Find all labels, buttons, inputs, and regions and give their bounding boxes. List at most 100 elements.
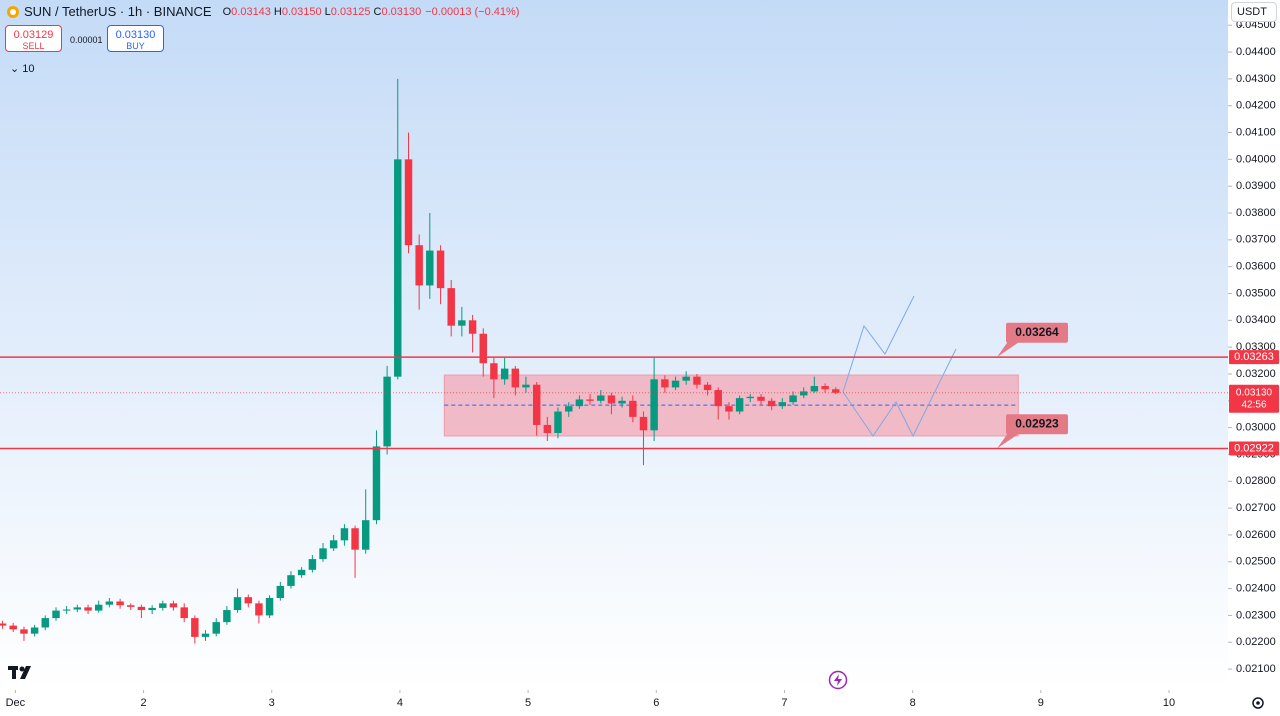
y-tick-label: 0.04300 — [1236, 73, 1276, 85]
candle-body — [233, 597, 242, 611]
indicator-toggle[interactable]: ⌄ 10 — [10, 62, 35, 75]
candle-body — [137, 606, 146, 611]
icon-bolt[interactable] — [834, 674, 842, 686]
candle-body — [265, 597, 274, 616]
candle-body — [671, 380, 680, 388]
candle-body — [436, 250, 445, 289]
time-axis-background — [0, 690, 1228, 716]
candle-body — [682, 376, 690, 381]
candle-body — [639, 416, 648, 431]
candle-body — [383, 376, 391, 447]
indicator-count[interactable]: 10 — [22, 63, 35, 75]
gear[interactable] — [1252, 697, 1264, 709]
candle-body — [9, 625, 17, 630]
candle-body — [372, 446, 381, 521]
candle-body — [361, 520, 370, 550]
ohlc-value: 0.03143 — [231, 5, 271, 18]
ohlc-key: O — [222, 5, 232, 18]
callout-box — [1006, 322, 1068, 343]
candle-body — [20, 629, 28, 634]
candle-body — [703, 384, 712, 391]
projection-range — [842, 348, 957, 438]
currency[interactable]: USDT — [1237, 6, 1267, 18]
candle-body — [276, 585, 285, 598]
logo-inner — [10, 8, 16, 15]
candle-body — [244, 597, 253, 604]
candle-body — [543, 424, 552, 433]
last-price-box — [1229, 384, 1279, 413]
y-tick-label: 0.03400 — [1236, 314, 1276, 326]
chevron[interactable]: ⌄ — [1237, 19, 1245, 29]
candle-body — [500, 368, 509, 380]
candle-body — [255, 603, 263, 616]
candle-body — [586, 399, 594, 401]
candle-body — [223, 610, 231, 623]
candle-body — [94, 604, 103, 611]
ohlc-value: 0.03130 — [381, 5, 422, 18]
candle-body — [84, 607, 92, 611]
candle-body — [191, 618, 199, 637]
candle-body — [532, 384, 541, 425]
y-tick-label: 0.02700 — [1236, 502, 1276, 514]
y-tick-label: 0.02200 — [1236, 636, 1276, 648]
tv-logo — [8, 666, 31, 679]
candle-body — [607, 395, 616, 404]
y-tick-label: 0.02500 — [1236, 556, 1276, 568]
y-tick-label: 0.02100 — [1236, 663, 1276, 675]
buy-label[interactable]: BUY — [126, 41, 145, 51]
candle-body — [201, 633, 210, 637]
candle-body — [62, 609, 71, 611]
buy-button[interactable]: 0.03130 BUY — [107, 25, 164, 52]
logo-part — [19, 666, 25, 672]
candle-body — [404, 159, 413, 246]
candle-body — [180, 607, 188, 619]
buy-price[interactable]: 0.03130 — [115, 29, 156, 41]
candle-body — [821, 386, 829, 390]
y-tick-label: 0.03600 — [1236, 261, 1276, 273]
candle-body — [308, 559, 317, 570]
chevron[interactable]: ⌄ — [10, 63, 23, 75]
x-tick-label: 6 — [653, 697, 659, 709]
callout-pointer — [997, 430, 1018, 449]
candle-body — [714, 390, 722, 407]
x-tick-label: Dec — [6, 697, 26, 709]
symbol-header: SUN / TetherUS · 1h · BINANCE O 0.03143 H… — [6, 4, 519, 19]
ohlc-key: H — [273, 5, 282, 18]
candle-body — [116, 601, 124, 606]
candle-body — [778, 402, 787, 407]
y-tick-label: 0.04400 — [1236, 46, 1276, 58]
x-tick-label: 9 — [1038, 697, 1044, 709]
lightning-icon[interactable] — [828, 670, 848, 690]
candle-body — [575, 399, 584, 407]
gear-center[interactable] — [1256, 701, 1260, 705]
y-tick-label: 0.02600 — [1236, 529, 1276, 541]
logo-part — [20, 666, 31, 679]
currency-select[interactable]: USDT ⌄ — [1231, 2, 1277, 29]
sell-label[interactable]: SELL — [22, 41, 45, 51]
level-axis-box — [1229, 350, 1279, 365]
plot-background — [0, 0, 1228, 690]
candle-body — [458, 320, 466, 326]
y-tick-label: 0.04100 — [1236, 126, 1276, 138]
y-tick-label: 0.03900 — [1236, 180, 1276, 192]
candle-body — [212, 622, 220, 634]
candle-body — [30, 627, 39, 634]
x-tick-label: 4 — [397, 697, 403, 709]
y-tick-label: 0.02400 — [1236, 582, 1276, 594]
candle-body — [618, 400, 626, 404]
y-tick-label: 0.03800 — [1236, 207, 1276, 219]
candle-body — [629, 400, 637, 417]
candle-body — [169, 603, 178, 608]
sell-price[interactable]: 0.03129 — [13, 29, 54, 41]
y-tick-label: 0.04200 — [1236, 100, 1276, 112]
settings-icon[interactable] — [1252, 697, 1264, 709]
sell-button[interactable]: 0.03129 SELL — [5, 25, 62, 52]
candle-body — [41, 618, 49, 628]
spread: 0.00001 — [70, 35, 103, 45]
candle-body — [148, 607, 156, 611]
x-tick-label: 10 — [1163, 697, 1175, 709]
change: −0.00013 (−0.41%) — [425, 5, 520, 18]
candle-body — [52, 610, 60, 619]
candle-body — [832, 389, 840, 393]
